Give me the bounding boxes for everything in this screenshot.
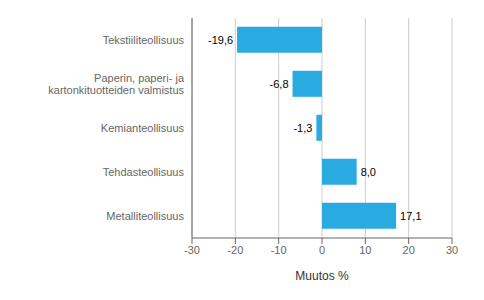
- svg-text:Tehdasteollisuus: Tehdasteollisuus: [103, 166, 185, 178]
- svg-text:Kemianteollisuus: Kemianteollisuus: [101, 122, 185, 134]
- svg-text:-30: -30: [184, 244, 200, 256]
- svg-text:Tekstiiliteollisuus: Tekstiiliteollisuus: [103, 34, 185, 46]
- svg-text:30: 30: [446, 244, 458, 256]
- svg-text:-20: -20: [227, 244, 243, 256]
- svg-text:-1,3: -1,3: [293, 122, 312, 134]
- svg-text:-10: -10: [271, 244, 287, 256]
- svg-text:Muutos %: Muutos %: [295, 269, 349, 283]
- svg-text:Metalliteollisuus: Metalliteollisuus: [106, 210, 184, 222]
- svg-text:0: 0: [319, 244, 325, 256]
- svg-text:20: 20: [403, 244, 415, 256]
- svg-text:17,1: 17,1: [400, 210, 421, 222]
- svg-text:-6,8: -6,8: [270, 78, 289, 90]
- svg-text:Paperin, paperi- jakartonkituo: Paperin, paperi- jakartonkituotteiden va…: [48, 72, 185, 97]
- svg-text:10: 10: [359, 244, 371, 256]
- svg-text:-19,6: -19,6: [208, 34, 233, 46]
- svg-text:8,0: 8,0: [361, 166, 376, 178]
